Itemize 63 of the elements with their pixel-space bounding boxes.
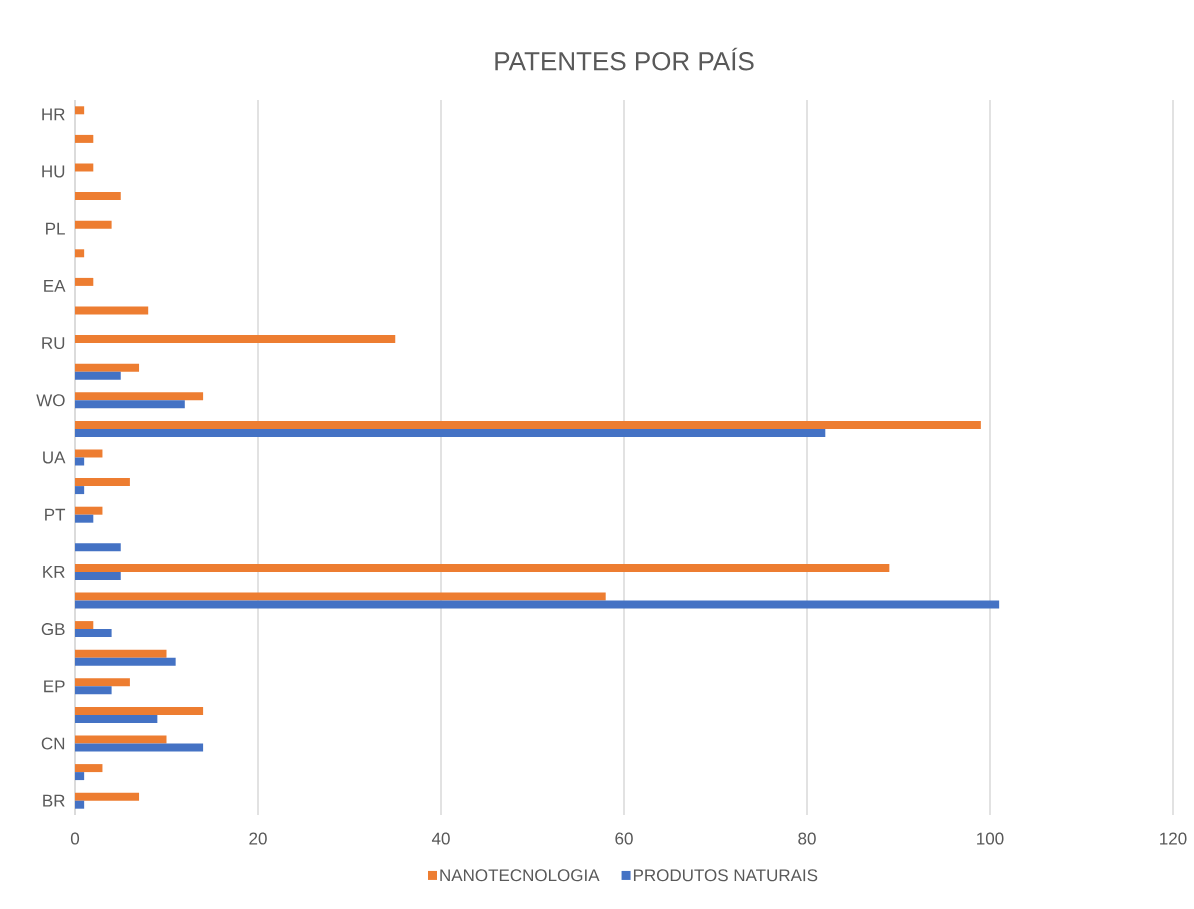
bar (75, 420, 981, 429)
bar (75, 571, 121, 580)
bar (75, 592, 606, 601)
bar (75, 449, 103, 458)
bar (75, 772, 85, 781)
bar (75, 486, 85, 495)
bar (75, 192, 121, 201)
y-tick-label: BR (43, 794, 65, 807)
bar (75, 249, 85, 258)
y-tick-label: PT (45, 508, 66, 521)
bar (75, 743, 204, 752)
bar (75, 220, 112, 229)
y-tick-label: EA (44, 280, 66, 292)
bar (75, 735, 167, 744)
y-tick-label: HU (42, 165, 65, 178)
bar (75, 657, 176, 666)
bar (75, 621, 94, 630)
bar (75, 400, 185, 409)
x-tick-label: 80 (798, 832, 816, 845)
y-tick-label: UA (43, 451, 66, 464)
bar (75, 371, 121, 380)
bar (75, 163, 94, 172)
bar (75, 277, 94, 286)
y-tick-label: CN (41, 737, 65, 750)
bar (75, 764, 103, 773)
y-tick-label: GB (41, 623, 65, 636)
bar (75, 678, 130, 687)
x-tick-label: 20 (249, 832, 267, 845)
bar (75, 600, 1000, 609)
x-tick-label: 100 (977, 832, 1004, 845)
x-tick-label: 40 (431, 832, 450, 845)
bar (75, 800, 85, 809)
bar (75, 514, 94, 523)
x-tick-label: 0 (70, 832, 80, 845)
chart-title: PATENTES POR PAÍS (495, 47, 754, 71)
bar (75, 134, 94, 143)
bar (75, 335, 396, 344)
bar (75, 106, 85, 115)
y-tick-label: RU (42, 337, 65, 350)
bar (75, 478, 130, 487)
bar (75, 686, 112, 695)
bar (75, 714, 158, 723)
bar (75, 543, 121, 552)
bar (75, 629, 112, 638)
legend-label: NANOTECNOLOGIA (440, 869, 600, 882)
bar (75, 306, 149, 315)
bar (75, 363, 140, 372)
y-tick-label: KR (43, 566, 65, 578)
y-tick-label: PL (46, 222, 65, 235)
x-tick-label: 60 (615, 832, 633, 845)
bar (75, 457, 85, 466)
bar (75, 792, 140, 801)
bar (75, 649, 167, 658)
y-tick-label: HR (42, 108, 65, 121)
bar (75, 506, 103, 515)
bar (75, 428, 826, 437)
y-tick-label: EP (44, 680, 65, 693)
x-tick-label: 120 (1160, 832, 1187, 845)
legend-label: PRODUTOS NATURAIS (633, 869, 818, 882)
bar (75, 392, 204, 401)
bar (75, 563, 890, 572)
bar (75, 706, 204, 715)
y-tick-label: WO (36, 394, 65, 407)
